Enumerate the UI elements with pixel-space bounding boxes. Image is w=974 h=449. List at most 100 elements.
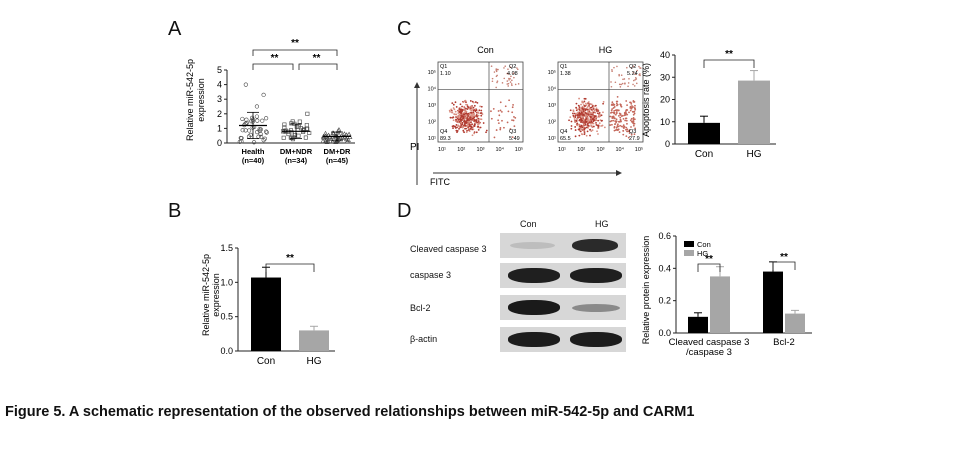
flow-event <box>589 122 592 125</box>
flow-event <box>609 124 612 126</box>
panel-a-sig-bracket <box>252 63 294 70</box>
panel-c-category-label: HG <box>747 149 762 160</box>
flow-event <box>589 128 592 131</box>
panel-c-ylabel: Apoptosis rate (%) <box>641 63 651 137</box>
flow-event <box>624 83 626 85</box>
flow-event <box>465 103 468 106</box>
flow-event <box>458 113 461 116</box>
flow-event <box>585 102 587 105</box>
panel-a-data-point <box>289 136 294 141</box>
flow-event <box>627 136 630 139</box>
pi-arrow-head <box>414 82 420 88</box>
flow-event <box>576 116 579 118</box>
flow-event <box>572 109 575 112</box>
flow-event <box>635 82 638 85</box>
flow-event <box>495 69 498 71</box>
flow-event <box>611 69 613 71</box>
panel-c-ytick-label: 10 <box>660 117 670 127</box>
flow-quadrant-value: 4.08 <box>507 71 518 77</box>
flow-event <box>569 116 572 119</box>
flow-xtick-label: 10⁴ <box>496 146 505 153</box>
panel-b-ytick-label: 1.0 <box>220 277 233 287</box>
flow-event <box>615 111 618 113</box>
flow-event <box>506 83 509 85</box>
flow-event <box>457 125 460 127</box>
panel-a-ytick-label: 3 <box>217 94 222 104</box>
flow-event <box>461 125 464 128</box>
flow-event <box>473 118 476 121</box>
flow-event <box>463 100 466 102</box>
flow-event <box>570 125 573 127</box>
flow-event <box>586 114 589 117</box>
flow-event <box>639 67 642 69</box>
flow-event <box>581 114 584 116</box>
flow-ytick-label: 10¹ <box>548 136 556 142</box>
flow-event <box>498 114 501 117</box>
flow-event <box>461 112 464 115</box>
panel-a-data-point <box>324 139 330 144</box>
flow-event <box>482 122 485 124</box>
flow-event <box>493 136 496 139</box>
flow-event <box>590 117 592 120</box>
panel-b-category-label: HG <box>307 356 322 365</box>
flow-ytick-label: 10⁵ <box>548 69 556 76</box>
flow-event <box>586 106 589 108</box>
flow-event <box>632 71 635 74</box>
flow-event <box>463 120 465 123</box>
flow-event <box>507 85 510 87</box>
flow-event <box>622 130 625 132</box>
flow-event <box>626 113 629 116</box>
flow-event <box>578 116 581 118</box>
flow-event <box>632 124 635 127</box>
panel-c-ytick-label: 30 <box>660 72 670 82</box>
panel-a-data-point <box>262 136 268 141</box>
flow-event <box>610 85 613 88</box>
flow-event <box>616 128 619 131</box>
flow-event <box>613 125 616 128</box>
flow-xtick-label: 10³ <box>477 147 485 153</box>
flow-event <box>634 108 637 111</box>
flow-event <box>461 108 464 111</box>
flow-event <box>587 119 590 122</box>
flow-event <box>589 108 592 111</box>
flow-event <box>616 104 618 107</box>
blot-band-caspase-3 <box>500 263 626 288</box>
flow-event <box>595 116 598 119</box>
panel-a-data-point <box>282 122 287 127</box>
flow-event <box>617 125 620 128</box>
panel-b-ytick-label: 1.5 <box>220 243 233 253</box>
panel-a-data-point <box>264 129 269 134</box>
flow-event <box>620 83 622 86</box>
flow-event <box>638 65 640 68</box>
panel-a-data-point <box>260 118 265 123</box>
panel-a-ytick-label: 5 <box>217 65 222 75</box>
flow-event <box>517 83 520 85</box>
flow-event <box>583 114 586 117</box>
flow-event <box>461 110 464 112</box>
flow-event <box>463 131 466 134</box>
flow-event <box>610 81 612 83</box>
blot-row-label: Bcl-2 <box>410 303 431 313</box>
flow-event <box>448 109 451 112</box>
flow-event <box>628 129 631 132</box>
flow-event <box>576 114 579 116</box>
flow-event <box>580 117 582 120</box>
flow-event <box>595 118 597 121</box>
flow-event <box>509 81 512 83</box>
panel-b-ytick-label: 0.0 <box>220 346 233 356</box>
flow-event <box>629 109 632 112</box>
flow-event <box>633 118 636 121</box>
panel-a-data-point <box>259 134 264 139</box>
flow-event <box>472 112 475 115</box>
panel-d-ytick-label: 0.4 <box>658 263 671 273</box>
flow-event <box>576 122 579 125</box>
panel-a-data-point <box>305 126 310 131</box>
flow-event <box>454 110 457 113</box>
flow-event <box>497 68 499 71</box>
flow-event <box>632 65 635 68</box>
flow-event <box>471 128 474 131</box>
flow-event <box>458 110 461 113</box>
flow-event <box>602 102 605 105</box>
flow-event <box>497 122 500 125</box>
flow-event <box>513 76 515 79</box>
